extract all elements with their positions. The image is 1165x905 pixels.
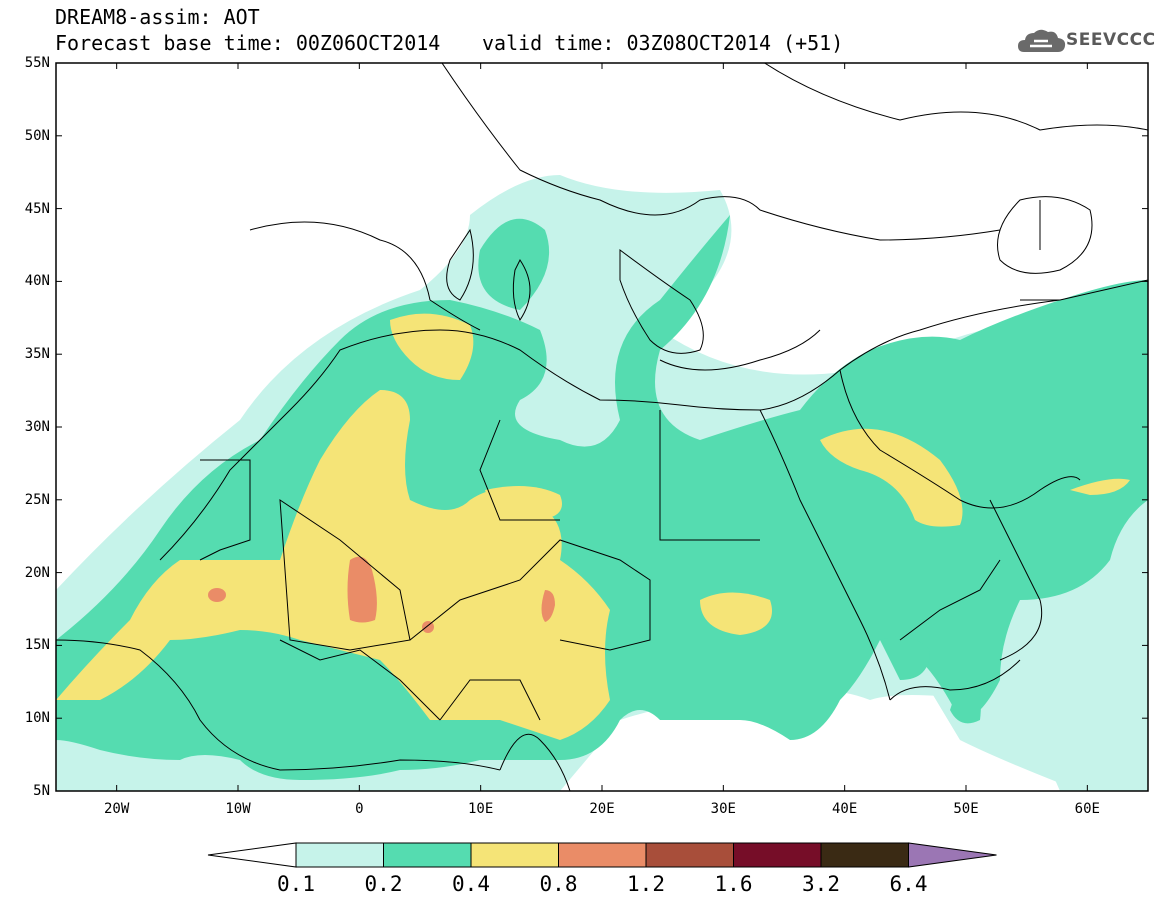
forecast-base-time: Forecast base time: 00Z06OCT2014 xyxy=(55,31,441,55)
colorbar-label: 0.2 xyxy=(364,872,403,896)
longitude-label: 30E xyxy=(710,801,736,817)
latitude-label: 25N xyxy=(24,491,50,508)
colorbar-segment xyxy=(558,842,647,868)
coastlines xyxy=(56,63,1148,791)
longitude-label: 40E xyxy=(832,801,858,817)
colorbar-label: 3.2 xyxy=(802,872,840,896)
colorbar-label: 0.4 xyxy=(452,872,490,896)
aot-shading xyxy=(56,63,1148,791)
colorbar-label: 6.4 xyxy=(889,872,928,896)
aot-band-0.8 xyxy=(208,556,555,633)
colorbar-label: 1.6 xyxy=(714,872,753,896)
latitude-label: 40N xyxy=(24,273,50,290)
colorbar-label: 0.8 xyxy=(539,872,578,896)
colorbar-label: 0.1 xyxy=(277,872,315,896)
colorbar-segment xyxy=(733,842,822,868)
valid-time: valid time: 03Z08OCT2014 (+51) xyxy=(482,31,844,55)
longitude-label: 10W xyxy=(225,801,251,817)
colorbar-over-triangle xyxy=(908,842,997,868)
cloud-icon xyxy=(1018,29,1066,52)
latitude-label: 20N xyxy=(24,564,50,581)
longitude-label: 60E xyxy=(1074,801,1100,817)
colorbar-under-triangle xyxy=(207,842,297,868)
latitude-label: 5N xyxy=(33,783,50,799)
latitude-label: 35N xyxy=(24,346,50,363)
logo-text: SEEVCCC xyxy=(1066,30,1156,50)
map-title: DREAM8-assim: AOT xyxy=(55,5,260,29)
colorbar-segment xyxy=(470,842,559,868)
longitude-label: 10E xyxy=(468,801,494,817)
longitude-label: 50E xyxy=(953,801,979,817)
latitude-label: 10N xyxy=(24,710,50,727)
longitude-label: 0 xyxy=(355,801,364,817)
colorbar-segment xyxy=(295,842,384,868)
colorbar-label: 1.2 xyxy=(627,872,665,896)
latitude-label: 15N xyxy=(24,637,50,654)
axis-ticks xyxy=(56,62,1148,792)
latitude-label: 55N xyxy=(24,55,50,71)
colorbar xyxy=(207,842,997,868)
longitude-label: 20E xyxy=(589,801,615,817)
colorbar-segment xyxy=(820,842,909,868)
latitude-label: 30N xyxy=(24,419,50,435)
latitude-label: 50N xyxy=(24,127,50,144)
colorbar-segment xyxy=(383,842,472,868)
longitude-label: 20W xyxy=(104,801,130,817)
colorbar-segment xyxy=(645,842,734,868)
latitude-label: 45N xyxy=(24,200,50,217)
